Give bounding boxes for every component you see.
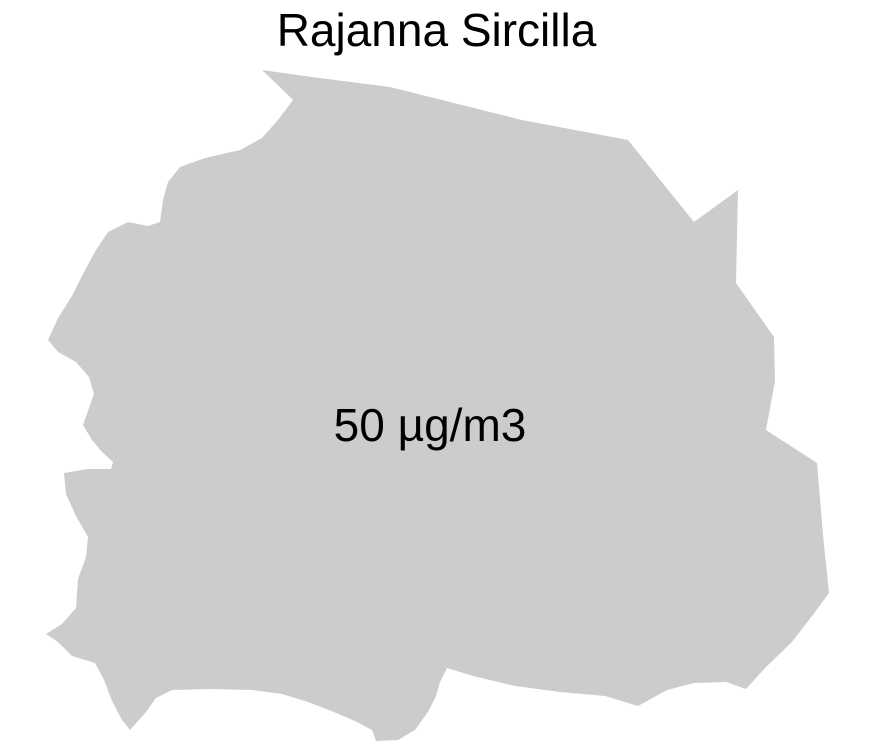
map-title: Rajanna Sircilla	[276, 4, 597, 56]
district-boundary-shape	[46, 70, 829, 741]
region-value-label: 50 µg/m3	[333, 399, 527, 451]
